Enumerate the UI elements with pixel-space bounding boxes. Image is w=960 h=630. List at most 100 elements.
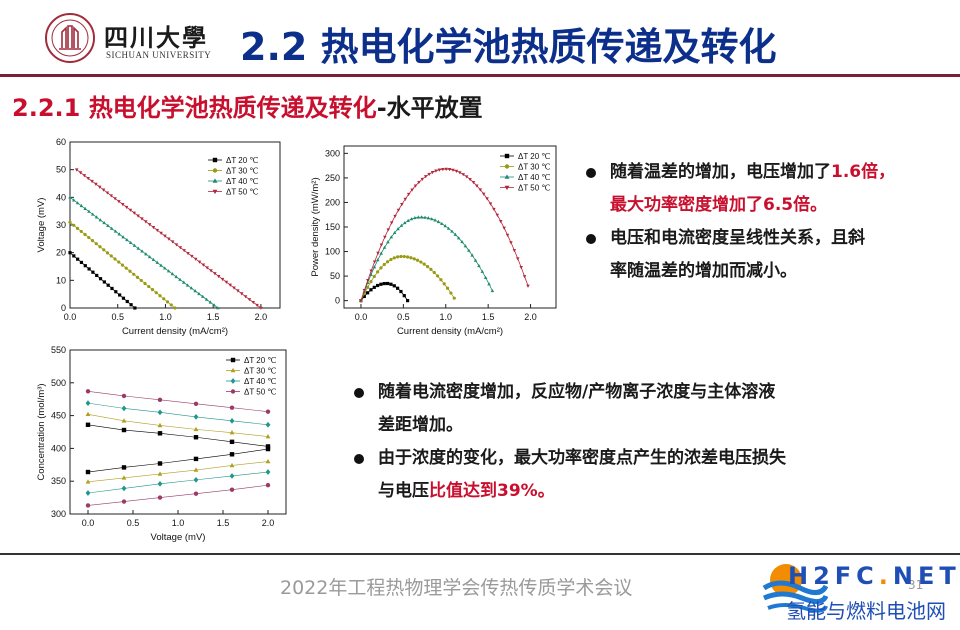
data-point [467,248,471,252]
data-point [83,264,87,268]
data-point [97,185,102,189]
data-point [113,257,117,261]
data-point [236,289,240,293]
data-point [412,257,416,261]
data-point [516,257,520,261]
x-tick-label: 0.0 [82,518,95,528]
data-point [193,435,199,440]
y-tick-label: 0 [61,303,66,313]
data-point [492,207,496,212]
data-point [481,192,486,196]
data-point [79,203,84,208]
chart-background [18,130,290,350]
bottom-bullet-list: 随着电流密度增加，反应物/产物离子浓度与主体溶液 差距增加。 由于浓度的变化，最… [352,376,952,508]
data-point [125,299,129,304]
data-point [94,182,98,186]
y-axis-label: Concentration (mol/m³) [36,383,47,480]
data-point [383,235,387,239]
data-point [72,223,76,227]
data-point [190,254,194,259]
legend-label: ΔT 20 ℃ [226,156,258,165]
data-point [121,296,126,300]
data-point [433,218,437,222]
data-point [197,291,201,296]
data-point [265,469,271,475]
series-line [87,413,269,437]
data-point [102,220,106,225]
data-point [450,229,454,233]
data-point [154,291,158,295]
data-point [72,198,76,202]
data-point [265,444,271,449]
legend-label: ΔT 40 ℃ [518,173,550,182]
y-tick-label: 250 [325,173,340,183]
data-point [386,240,390,244]
data-point [446,226,451,230]
data-point [121,475,127,480]
data-point [128,269,132,273]
data-point [101,188,106,192]
data-point [83,206,87,210]
data-point [473,258,478,262]
series-line [87,471,269,494]
data-point [106,223,110,227]
bullet-item: 电压和电流密度呈线性关系，且斜 率随温差的增加而减小。 [584,222,954,288]
data-point [483,275,488,279]
data-point [498,219,503,224]
data-point [359,299,363,303]
data-point [147,255,152,259]
data-point [372,265,377,269]
data-point [475,184,479,188]
data-point [209,269,213,273]
data-point [85,389,91,394]
data-point [189,286,194,290]
data-point [147,223,152,227]
x-tick-label: 2.0 [524,312,537,322]
data-point [458,171,462,175]
data-point [216,275,221,279]
watermark-tagline: 氢能与燃料电池网 [786,599,946,623]
data-point [487,282,491,286]
data-point [376,258,380,262]
data-point [87,209,91,213]
bullet-highlight: 比值达到39%。 [429,481,555,501]
series-line [87,424,269,447]
data-point [402,294,406,298]
data-point [133,306,137,310]
concentration-chart: 0.0 0.5 1.0 1.5 2.0 300 350 400 450 500 550 Voltage… [20,342,296,554]
data-point [228,283,232,287]
data-point [82,174,87,178]
data-point [440,221,444,226]
data-point [85,411,91,417]
y-tick-label: 550 [51,345,66,355]
data-point [452,296,456,300]
data-point [449,291,453,295]
y-tick-label: 10 [56,275,66,285]
bullet-item: 随着温差的增加，电压增加了1.6倍， 最大功率密度增加了6.5倍。 [584,156,954,222]
data-point [230,367,236,373]
y-tick-label: 350 [51,476,66,486]
data-point [402,254,406,259]
data-point [136,214,140,218]
data-point [436,219,441,224]
x-tick-label: 1.5 [217,518,230,528]
data-point [68,220,72,224]
data-point [369,272,373,276]
data-point [78,171,83,175]
data-point [102,248,106,252]
data-point [396,255,400,259]
data-point [155,228,160,233]
data-point [445,286,450,290]
data-point [165,300,170,304]
series-line [69,197,219,309]
data-point [372,260,377,264]
data-point [193,491,199,496]
data-point [150,288,155,292]
data-point [265,458,271,464]
data-point [429,217,434,221]
data-point [423,215,427,219]
data-point [427,172,431,177]
y-tick-label: 60 [56,137,66,147]
data-point [265,433,271,439]
y-tick-label: 450 [51,411,66,421]
